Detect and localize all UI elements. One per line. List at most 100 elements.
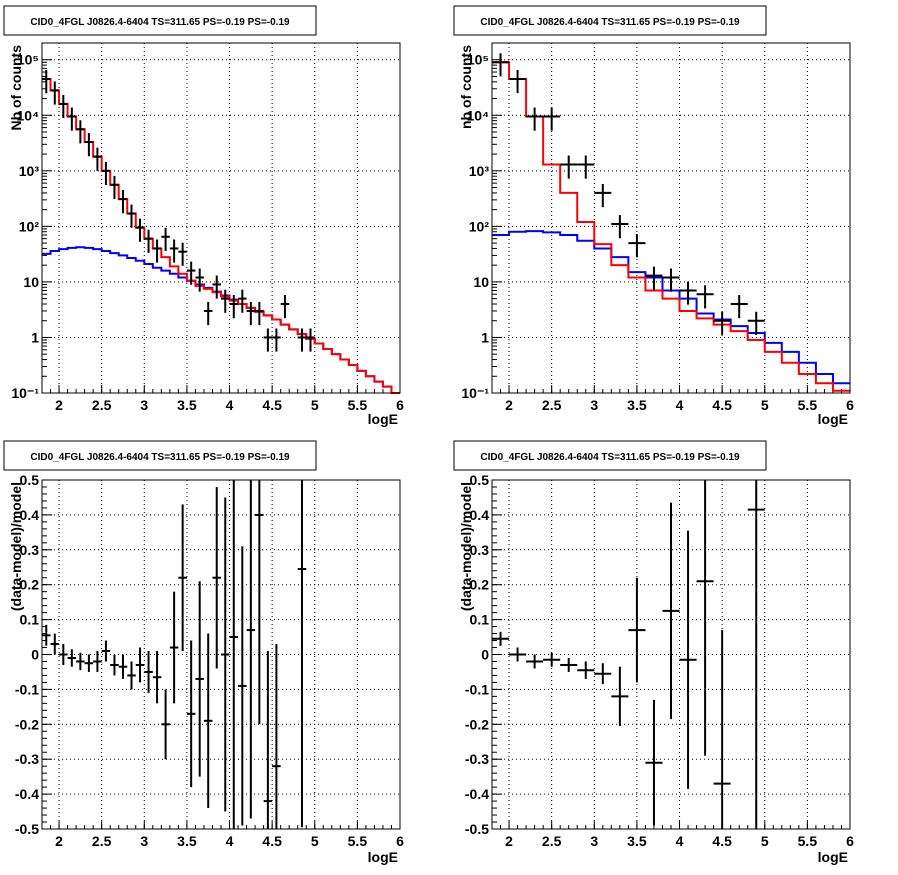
x-axis-title: logE: [818, 411, 848, 427]
y-tick-label: -0.4: [465, 786, 489, 802]
y-tick-label: 0.1: [470, 612, 490, 628]
y-tick-label: 0: [31, 647, 39, 663]
x-axis-title: logE: [368, 411, 398, 427]
x-tick-label: 4.5: [712, 397, 732, 413]
x-tick-label: 4: [676, 833, 684, 849]
panel-top-left: CID0_4FGL J0826.4-6404 TS=311.65 PS=-0.1…: [3, 5, 404, 427]
x-tick-label: 5: [761, 833, 769, 849]
chart-title: CID0_4FGL J0826.4-6404 TS=311.65 PS=-0.1…: [480, 17, 740, 28]
y-tick-label: 0.3: [20, 542, 40, 558]
plot-frame: [41, 479, 401, 830]
y-tick-label: -0.3: [465, 751, 489, 767]
x-tick-label: 5: [761, 397, 769, 413]
y-tick-label: 0.3: [470, 542, 490, 558]
chart-title: CID0_4FGL J0826.4-6404 TS=311.65 PS=-0.1…: [30, 17, 290, 28]
title-box: [3, 440, 317, 471]
y-tick-label: 10³: [19, 163, 40, 179]
x-tick-label: 3.5: [177, 397, 197, 413]
x-tick-label: 5.5: [798, 397, 818, 413]
y-tick-label: 0.5: [20, 472, 40, 488]
y-tick-label: -0.3: [15, 751, 39, 767]
y-tick-label: 10⁴: [467, 107, 490, 123]
y-tick-label: -0.1: [15, 681, 39, 697]
y-tick-label: 0.2: [20, 577, 40, 593]
x-tick-label: 2.5: [542, 833, 562, 849]
x-tick-label: 5: [311, 397, 319, 413]
x-tick-label: 3.5: [177, 833, 197, 849]
y-tick-label: -0.2: [15, 716, 39, 732]
y-tick-label: 10⁴: [17, 107, 40, 123]
y-tick-label: 10³: [469, 163, 490, 179]
series-line: [492, 230, 850, 385]
plot-frame: [491, 42, 851, 394]
x-tick-label: 3.5: [627, 397, 647, 413]
y-tick-label: -0.5: [15, 821, 39, 837]
x-tick-label: 3.5: [627, 833, 647, 849]
y-tick-label: 0.4: [20, 507, 40, 523]
plot-frame: [491, 479, 851, 830]
x-tick-label: 3: [140, 833, 148, 849]
series-line: [42, 246, 400, 394]
y-axis-title: Nb of counts: [8, 45, 24, 131]
y-tick-label: -0.1: [465, 681, 489, 697]
x-tick-label: 4.5: [712, 833, 732, 849]
x-tick-label: 2: [505, 397, 513, 413]
y-tick-label: 0.1: [20, 612, 40, 628]
y-axis-title: nb of counts: [458, 45, 474, 129]
x-tick-label: 6: [846, 833, 854, 849]
x-tick-label: 2.5: [92, 833, 112, 849]
x-tick-label: 2: [505, 833, 513, 849]
x-tick-label: 2: [55, 397, 63, 413]
y-tick-label: -0.4: [15, 786, 39, 802]
title-box: [453, 5, 767, 36]
x-tick-label: 3: [590, 833, 598, 849]
y-tick-label: 10⁵: [17, 52, 39, 68]
plot-frame: [41, 42, 401, 394]
panel-top-right: CID0_4FGL J0826.4-6404 TS=311.65 PS=-0.1…: [453, 5, 854, 427]
x-tick-label: 4: [676, 397, 684, 413]
x-tick-label: 2.5: [92, 397, 112, 413]
y-tick-label: 1: [481, 329, 489, 345]
x-tick-label: 4.5: [262, 397, 282, 413]
x-tick-label: 2.5: [542, 397, 562, 413]
x-tick-label: 6: [396, 833, 404, 849]
panel-bottom-left: CID0_4FGL J0826.4-6404 TS=311.65 PS=-0.1…: [3, 440, 404, 865]
x-tick-label: 5: [311, 833, 319, 849]
x-tick-label: 6: [396, 397, 404, 413]
y-tick-label: 0.5: [470, 472, 490, 488]
x-tick-label: 2: [55, 833, 63, 849]
x-tick-label: 5.5: [348, 833, 368, 849]
y-tick-label: 10²: [19, 218, 40, 234]
x-tick-label: 4: [226, 397, 234, 413]
series-line: [492, 61, 850, 392]
x-tick-label: 3: [590, 397, 598, 413]
y-tick-label: 10⁻¹: [461, 385, 489, 401]
y-tick-label: 0: [481, 647, 489, 663]
panel-bottom-right: CID0_4FGL J0826.4-6404 TS=311.65 PS=-0.1…: [453, 440, 854, 865]
title-box: [453, 440, 767, 471]
y-tick-label: 10: [473, 274, 489, 290]
series-line: [42, 77, 400, 394]
y-tick-label: 10²: [469, 218, 490, 234]
x-tick-label: 6: [846, 397, 854, 413]
x-tick-label: 4.5: [262, 833, 282, 849]
x-tick-label: 5.5: [348, 397, 368, 413]
y-tick-label: 10⁻¹: [11, 385, 39, 401]
x-axis-title: logE: [818, 849, 848, 865]
x-tick-label: 4: [226, 833, 234, 849]
y-tick-label: 0.4: [470, 507, 490, 523]
y-tick-label: 10: [23, 274, 39, 290]
y-tick-label: -0.5: [465, 821, 489, 837]
chart-title: CID0_4FGL J0826.4-6404 TS=311.65 PS=-0.1…: [480, 452, 740, 463]
title-box: [3, 5, 317, 36]
x-tick-label: 3: [140, 397, 148, 413]
y-tick-label: 10⁵: [467, 52, 489, 68]
y-tick-label: 0.2: [470, 577, 490, 593]
y-axis-title: (data-model)/model: [458, 482, 474, 611]
chart-title: CID0_4FGL J0826.4-6404 TS=311.65 PS=-0.1…: [30, 452, 290, 463]
y-tick-label: 1: [31, 329, 39, 345]
x-tick-label: 5.5: [798, 833, 818, 849]
y-tick-label: -0.2: [465, 716, 489, 732]
y-axis-title: (data-model)/model: [8, 482, 24, 611]
